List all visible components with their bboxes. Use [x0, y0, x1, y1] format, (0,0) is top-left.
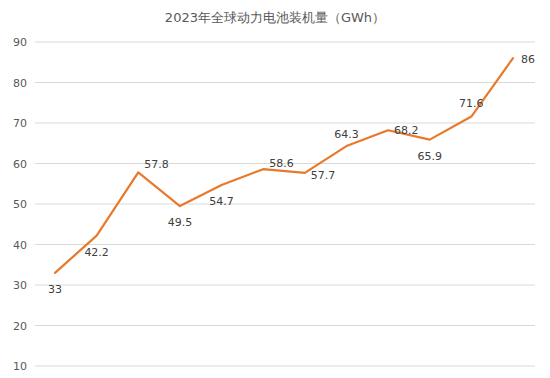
data-label: 57.8: [144, 158, 169, 171]
grid-line: [35, 82, 535, 83]
y-tick-label: 20: [13, 320, 27, 333]
data-label: 49.5: [168, 216, 193, 229]
grid: [35, 42, 535, 366]
data-label: 57.7: [311, 169, 336, 182]
data-label: 54.7: [209, 195, 234, 208]
data-label: 68.2: [394, 124, 419, 137]
data-label: 42.2: [84, 246, 109, 259]
chart-svg: 2023年全球动力电池装机量（GWh） 10 20 30 40 50 60 70 80 90 33 4…: [0, 0, 550, 378]
data-labels: 33 42.2 57.8 49.5 54.7 58.6 57.7 64.3 68.2 65.9 71…: [48, 53, 535, 296]
y-tick-label: 10: [13, 360, 27, 373]
plot-area: [55, 58, 513, 273]
chart-container: 2023年全球动力电池装机量（GWh） 10 20 30 40 50 60 70 80 90 33 4…: [0, 0, 550, 378]
grid-line: [35, 285, 535, 286]
data-label: 71.6: [459, 97, 484, 110]
data-label: 33: [48, 283, 62, 296]
line-series: [55, 58, 513, 273]
grid-line: [35, 204, 535, 205]
y-tick-label: 40: [13, 239, 27, 252]
y-tick-label: 60: [13, 158, 27, 171]
data-label: 58.6: [269, 157, 294, 170]
grid-line: [35, 325, 535, 326]
grid-line: [35, 42, 535, 43]
title: 2023年全球动力电池装机量（GWh）: [165, 10, 385, 25]
data-label: 64.3: [334, 128, 359, 141]
y-tick-label: 90: [13, 36, 27, 49]
data-label: 86: [521, 53, 535, 66]
data-label: 65.9: [417, 150, 442, 163]
y-tick-label: 30: [13, 279, 27, 292]
y-tick-label: 70: [13, 117, 27, 130]
grid-line: [35, 244, 535, 245]
grid-line: [35, 366, 535, 367]
y-tick-label: 80: [13, 77, 27, 90]
y-tick-label: 50: [13, 198, 27, 211]
